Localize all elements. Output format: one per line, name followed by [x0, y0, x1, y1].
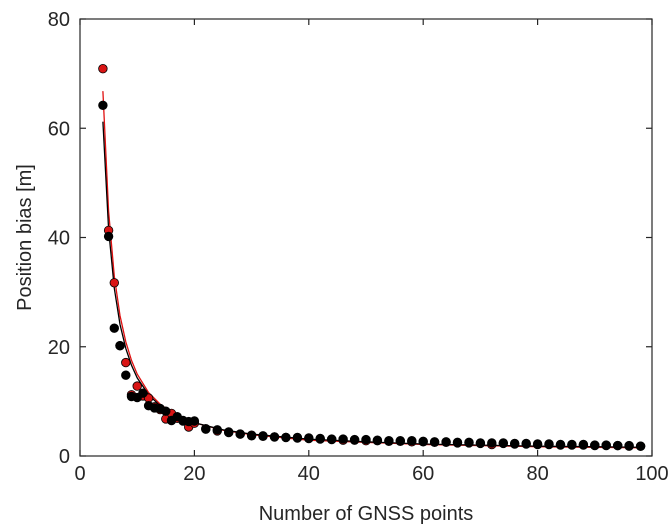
black-data-point [338, 434, 348, 444]
y-axis-label: Position bias [m] [14, 164, 36, 311]
black-data-point [121, 370, 131, 380]
black-data-point [246, 431, 257, 441]
y-tick-label: 40 [48, 228, 70, 250]
black-data-point [138, 388, 148, 398]
black-data-point [189, 416, 200, 426]
black-data-point [395, 436, 406, 446]
x-tick-label: 100 [635, 463, 668, 485]
x-tick-label: 20 [183, 463, 205, 485]
black-data-point [304, 433, 314, 443]
red-data-point [121, 357, 131, 368]
x-axis-ticks: 0 20 40 60 80 100 [74, 19, 668, 485]
black-data-point [349, 434, 360, 445]
black-data-point [115, 341, 125, 351]
red-fit-curve [102, 91, 641, 449]
x-tick-label: 0 [74, 463, 85, 485]
x-tick-label: 60 [412, 463, 434, 485]
black-data-point [498, 438, 509, 448]
black-data-point [475, 438, 486, 448]
black-data-point [429, 437, 440, 447]
black-data-point [452, 437, 463, 448]
black-data-point [269, 432, 280, 442]
black-data-point [521, 438, 531, 449]
fit-curves [102, 91, 641, 449]
black-data-point [98, 100, 108, 111]
black-data-point [601, 440, 611, 450]
y-tick-label: 0 [59, 446, 70, 468]
black-data-point [555, 439, 566, 450]
black-data-point [258, 431, 268, 441]
black-data-point [109, 323, 120, 333]
black-data-point [361, 434, 371, 445]
black-fit-curve [102, 121, 641, 448]
black-data-point [590, 440, 600, 450]
black-data-point [223, 427, 234, 438]
x-tick-label: 80 [526, 463, 548, 485]
data-points [98, 63, 646, 451]
black-data-point [532, 439, 543, 449]
black-data-point [161, 406, 171, 416]
black-data-point [487, 438, 497, 448]
black-data-point [292, 432, 303, 443]
black-data-point [464, 437, 474, 448]
black-data-point [567, 439, 577, 450]
black-data-point [235, 429, 245, 439]
black-data-point [510, 438, 520, 449]
black-data-point [212, 425, 223, 435]
black-data-point [407, 436, 417, 446]
black-data-point [281, 432, 291, 443]
y-axis-ticks: 0 20 40 60 80 [48, 9, 652, 468]
x-tick-label: 40 [298, 463, 320, 485]
red-data-point [98, 63, 108, 74]
y-tick-label: 60 [48, 118, 70, 140]
black-data-point [384, 436, 394, 446]
black-data-point [624, 440, 634, 451]
black-data-point [418, 436, 428, 447]
y-tick-label: 80 [48, 9, 70, 31]
black-data-point [635, 441, 646, 451]
black-data-point [613, 440, 623, 451]
red-data-point [132, 381, 142, 391]
black-data-point [103, 231, 114, 242]
black-data-point [372, 435, 383, 445]
black-data-point [201, 424, 211, 434]
red-data-point [109, 278, 120, 288]
black-data-point [315, 433, 325, 444]
y-tick-label: 20 [48, 337, 70, 359]
black-data-point [327, 434, 337, 444]
plot-area-frame [79, 18, 653, 457]
x-axis-label: Number of GNSS points [259, 503, 474, 525]
black-data-point [441, 437, 451, 447]
black-data-point [544, 439, 554, 449]
black-data-point [578, 439, 589, 450]
